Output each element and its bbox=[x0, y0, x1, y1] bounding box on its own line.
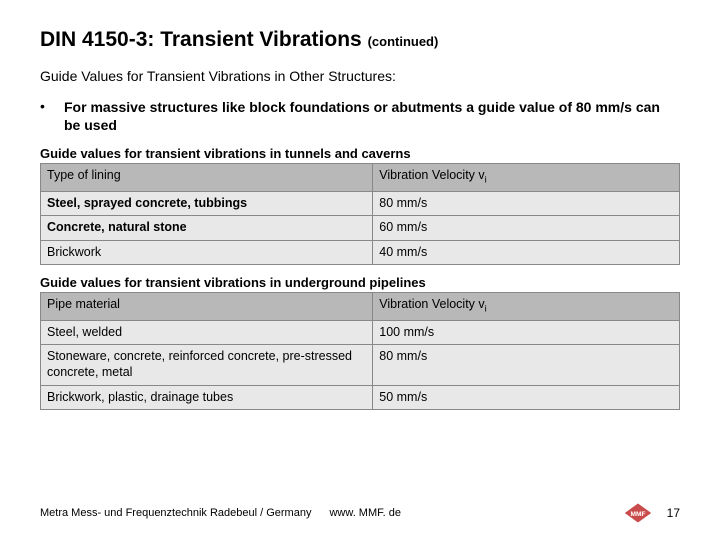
table-pipelines: Pipe material Vibration Velocity vi Stee… bbox=[40, 292, 680, 410]
table-header-row: Pipe material Vibration Velocity vi bbox=[41, 293, 680, 320]
bullet-marker: • bbox=[40, 98, 64, 134]
table-row: Concrete, natural stone60 mm/s bbox=[41, 216, 680, 241]
table-cell-value: 50 mm/s bbox=[373, 385, 680, 410]
table-cell-label: Stoneware, concrete, reinforced concrete… bbox=[41, 345, 373, 385]
table-cell-label: Concrete, natural stone bbox=[41, 216, 373, 241]
table-row: Brickwork, plastic, drainage tubes50 mm/… bbox=[41, 385, 680, 410]
title-main: DIN 4150-3: Transient Vibrations bbox=[40, 28, 362, 51]
table2-col2-header: Vibration Velocity vi bbox=[373, 293, 680, 320]
table-cell-value: 40 mm/s bbox=[373, 240, 680, 265]
table-cell-value: 100 mm/s bbox=[373, 320, 680, 345]
table-row: Brickwork40 mm/s bbox=[41, 240, 680, 265]
table2-col1-header: Pipe material bbox=[41, 293, 373, 320]
col2-header-sub: i bbox=[485, 175, 487, 185]
table-cell-value: 80 mm/s bbox=[373, 191, 680, 216]
table1-col1-header: Type of lining bbox=[41, 164, 373, 191]
table-cell-label: Brickwork bbox=[41, 240, 373, 265]
table-cell-value: 80 mm/s bbox=[373, 345, 680, 385]
col2-header-text: Vibration Velocity v bbox=[379, 297, 484, 311]
title-continued: (continued) bbox=[368, 34, 439, 49]
bullet-item: • For massive structures like block foun… bbox=[40, 98, 680, 134]
footer: Metra Mess- und Frequenztechnik Radebeul… bbox=[40, 502, 680, 524]
table1-col2-header: Vibration Velocity vi bbox=[373, 164, 680, 191]
footer-org: Metra Mess- und Frequenztechnik Radebeul… bbox=[40, 507, 311, 519]
table-cell-label: Steel, sprayed concrete, tubbings bbox=[41, 191, 373, 216]
table-cell-value: 60 mm/s bbox=[373, 216, 680, 241]
table-cell-label: Steel, welded bbox=[41, 320, 373, 345]
page-title: DIN 4150-3: Transient Vibrations (contin… bbox=[40, 28, 680, 52]
table-cell-label: Brickwork, plastic, drainage tubes bbox=[41, 385, 373, 410]
table-row: Steel, welded100 mm/s bbox=[41, 320, 680, 345]
table1-caption: Guide values for transient vibrations in… bbox=[40, 146, 680, 161]
table-row: Steel, sprayed concrete, tubbings80 mm/s bbox=[41, 191, 680, 216]
bullet-text: For massive structures like block founda… bbox=[64, 98, 680, 134]
slide-container: DIN 4150-3: Transient Vibrations (contin… bbox=[0, 0, 720, 540]
footer-url: www. MMF. de bbox=[329, 507, 401, 519]
col2-header-sub: i bbox=[485, 304, 487, 314]
page-number: 17 bbox=[667, 506, 680, 520]
table2-caption: Guide values for transient vibrations in… bbox=[40, 275, 680, 290]
subtitle: Guide Values for Transient Vibrations in… bbox=[40, 68, 680, 84]
table-header-row: Type of lining Vibration Velocity vi bbox=[41, 164, 680, 191]
table-row: Stoneware, concrete, reinforced concrete… bbox=[41, 345, 680, 385]
mmf-logo-icon: MMF bbox=[623, 502, 653, 524]
svg-text:MMF: MMF bbox=[630, 511, 645, 518]
table-tunnels: Type of lining Vibration Velocity vi Ste… bbox=[40, 163, 680, 265]
col2-header-text: Vibration Velocity v bbox=[379, 168, 484, 182]
